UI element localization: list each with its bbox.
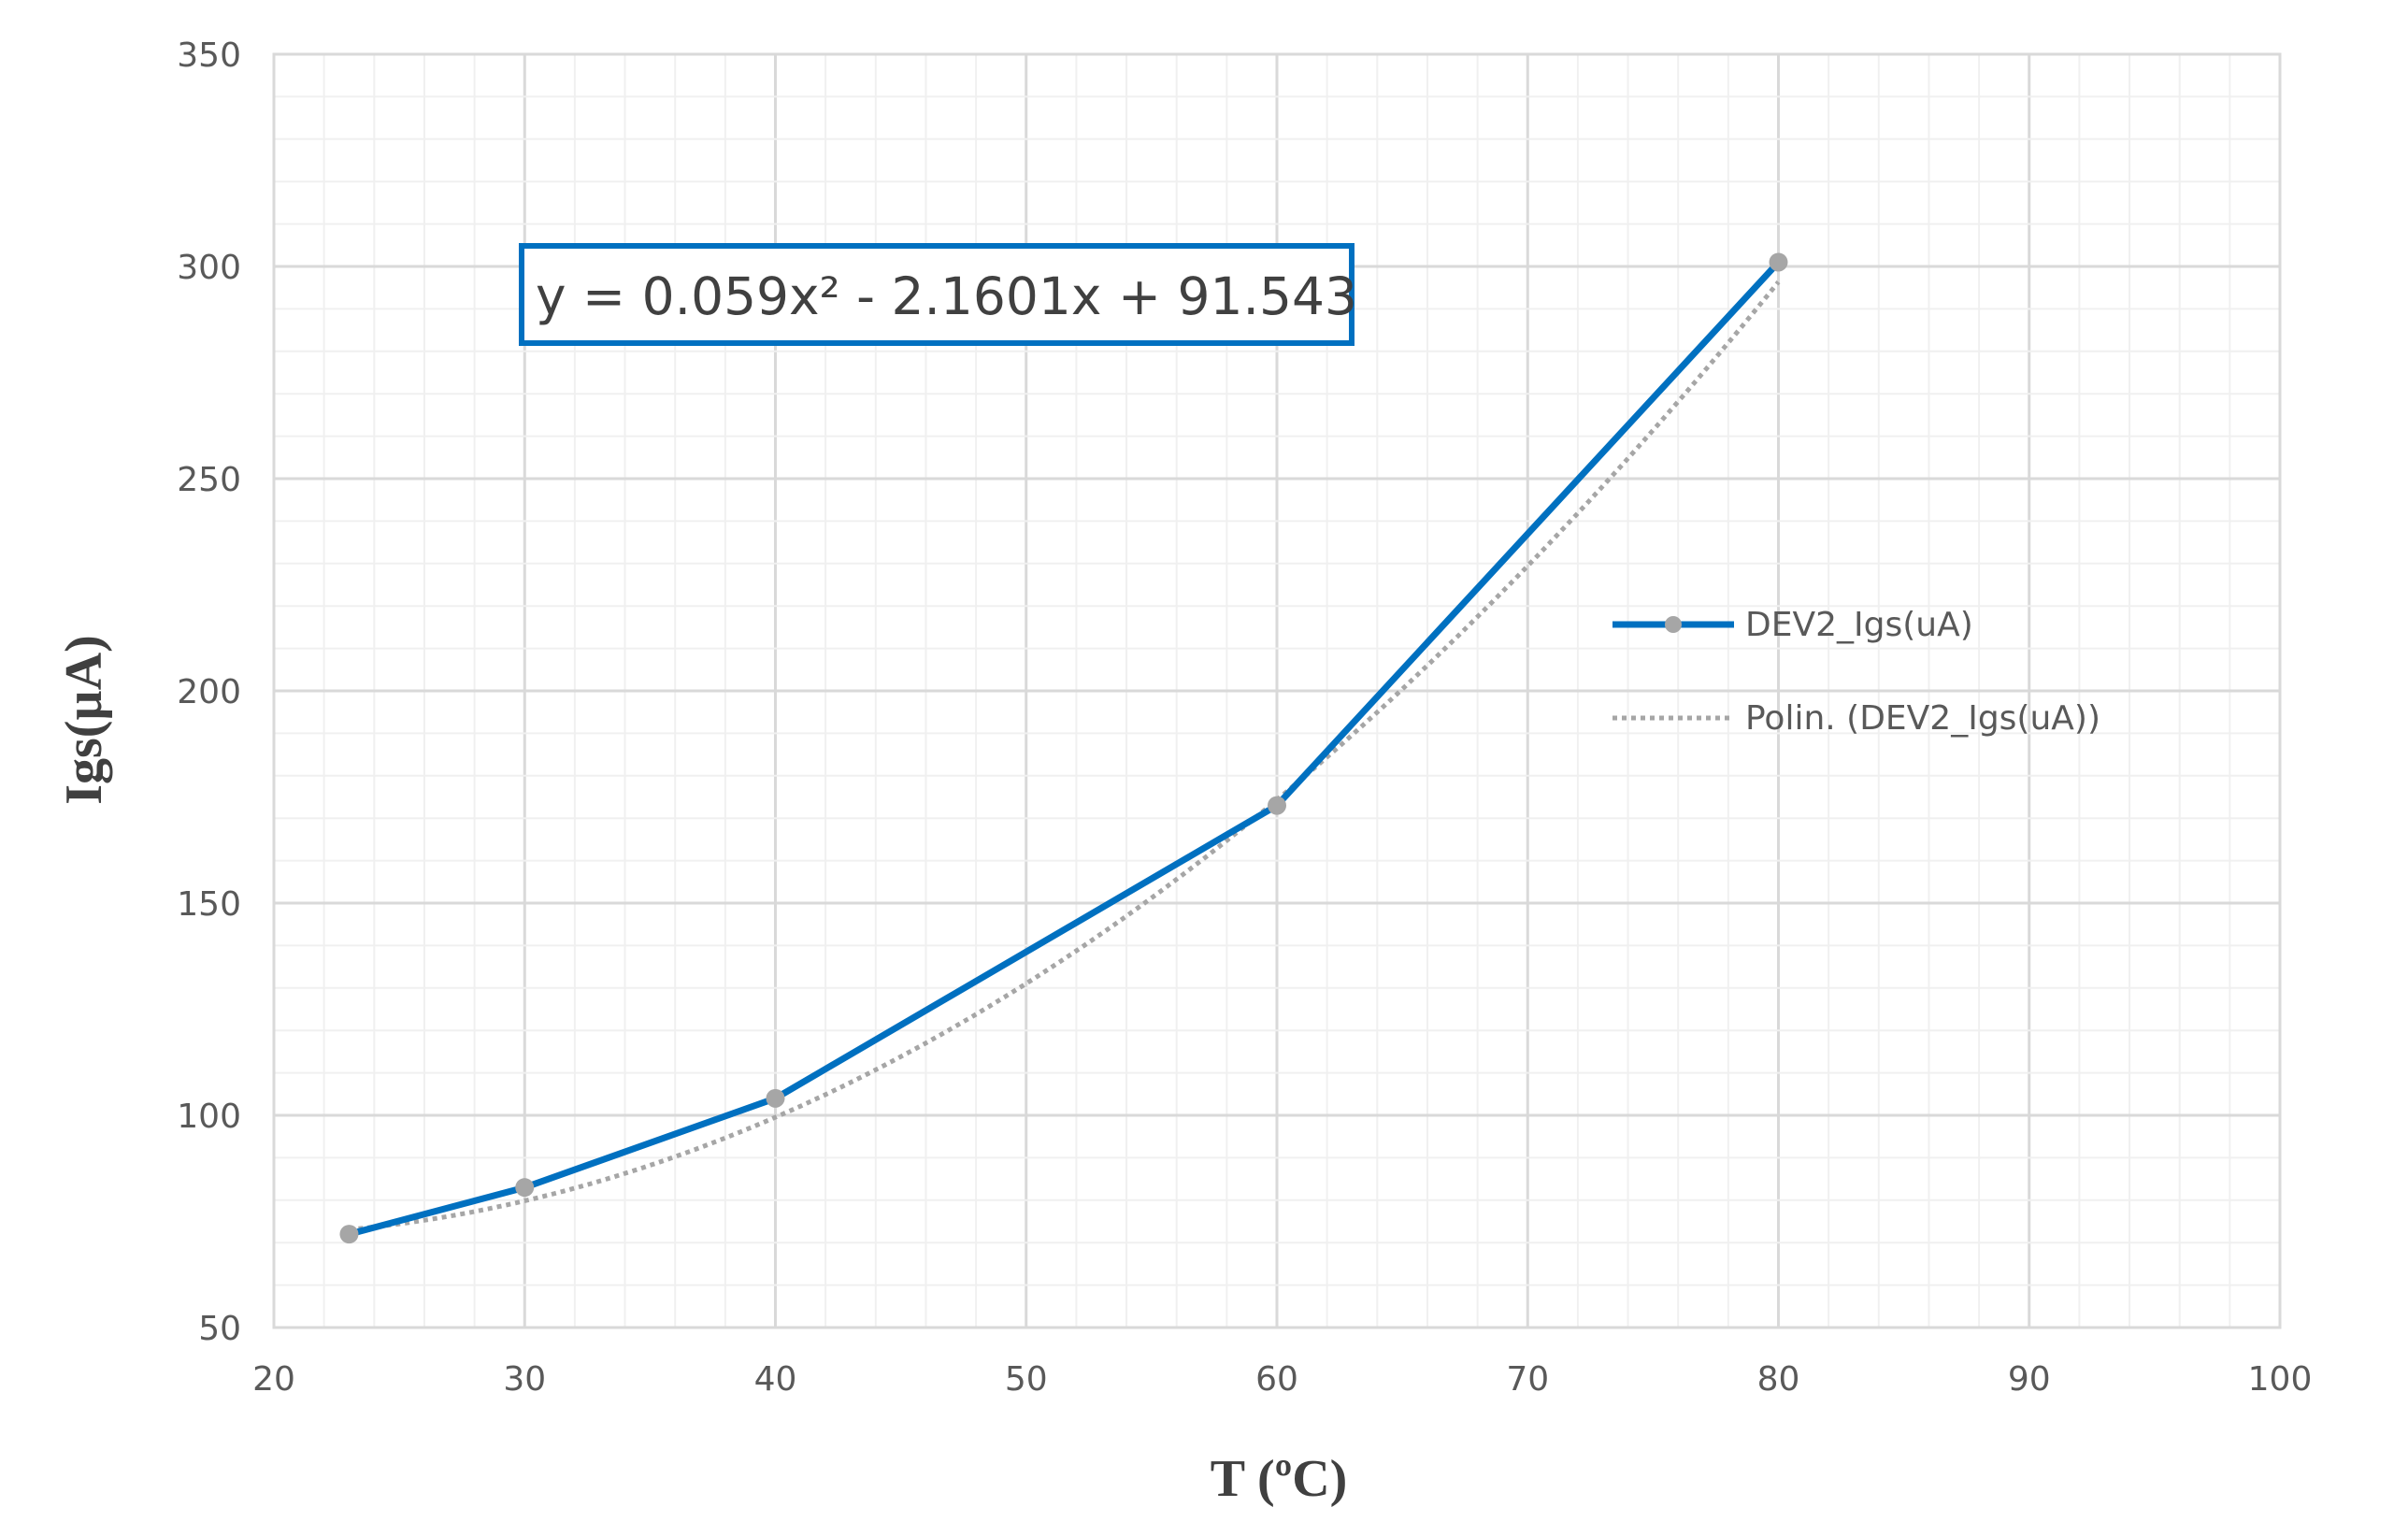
x-tick-label: 90 xyxy=(2008,1360,2051,1399)
series xyxy=(348,260,1782,1238)
trendline xyxy=(349,280,1781,1232)
y-tick-label: 200 xyxy=(177,673,241,711)
trendline-path xyxy=(349,280,1781,1232)
y-tick-label: 250 xyxy=(177,461,241,499)
equation-box: y = 0.059x² - 2.1601x + 91.543 xyxy=(519,243,1357,346)
x-axis-title: T (ºC) xyxy=(1211,1450,1348,1508)
x-tick-label: 100 xyxy=(2248,1360,2313,1399)
plot-area-border xyxy=(272,52,2282,1329)
data-point xyxy=(515,1178,535,1198)
y-tick-label: 300 xyxy=(177,249,241,287)
equation-text: y = 0.059x² - 2.1601x + 91.543 xyxy=(536,266,1357,326)
y-axis-ticks: 50 100 150 200 250 300 350 xyxy=(177,36,241,1348)
data-point xyxy=(1268,796,1286,815)
x-tick-label: 30 xyxy=(503,1360,546,1399)
y-tick-label: 100 xyxy=(177,1098,241,1136)
series-line xyxy=(348,260,1782,1238)
y-tick-label: 350 xyxy=(177,36,241,75)
legend-series-label: DEV2_Igs(uA) xyxy=(1745,606,1973,644)
legend-series-marker xyxy=(1665,616,1682,633)
x-tick-label: 80 xyxy=(1757,1360,1800,1399)
data-point xyxy=(766,1088,785,1108)
x-tick-label: 20 xyxy=(252,1360,295,1399)
markers xyxy=(339,252,1788,1244)
y-tick-label: 50 xyxy=(198,1310,241,1348)
data-point xyxy=(1769,252,1788,272)
y-axis-title: Igs(µA) xyxy=(55,635,113,805)
data-point xyxy=(339,1225,359,1244)
legend-trend-label: Polin. (DEV2_Igs(uA)) xyxy=(1745,699,2100,738)
x-tick-label: 50 xyxy=(1005,1360,1048,1399)
equation-box-frame xyxy=(519,243,1354,346)
y-tick-label: 150 xyxy=(177,885,241,924)
x-tick-label: 70 xyxy=(1506,1360,1549,1399)
legend: DEV2_Igs(uA) Polin. (DEV2_Igs(uA)) xyxy=(1612,606,2100,738)
x-tick-label: 60 xyxy=(1255,1360,1298,1399)
x-tick-label: 40 xyxy=(754,1360,797,1399)
x-axis-ticks: 20 30 40 50 60 70 80 90 100 xyxy=(252,1360,2312,1399)
